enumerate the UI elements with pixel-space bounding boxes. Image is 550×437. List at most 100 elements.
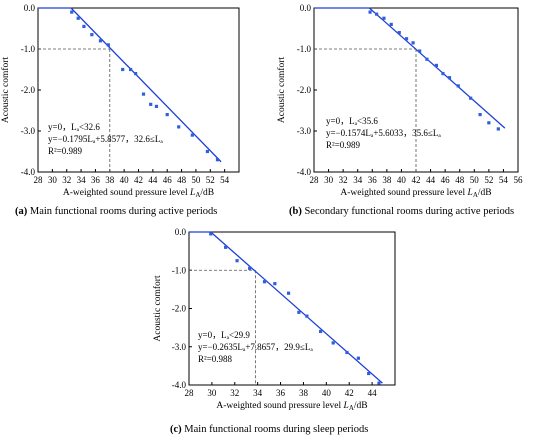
x-tick-label: 28 bbox=[185, 388, 195, 398]
fit-line bbox=[210, 231, 383, 384]
data-point bbox=[469, 96, 473, 100]
fit-line bbox=[368, 7, 506, 129]
equation-line: y=−0.1795Lₐ+5.8577，32.6≤Lₐ bbox=[48, 134, 163, 144]
data-point bbox=[375, 12, 379, 16]
y-tick-label: -2.0 bbox=[172, 304, 187, 314]
data-point bbox=[215, 158, 220, 162]
x-tick-label: 50 bbox=[191, 175, 201, 185]
data-point bbox=[319, 329, 323, 334]
data-point bbox=[205, 149, 210, 154]
y-axis-label: Acoustic comfort bbox=[152, 275, 163, 342]
x-axis-label: A-weighted sound pressure level LA/dB bbox=[216, 401, 367, 412]
data-point bbox=[149, 102, 153, 106]
data-point bbox=[106, 43, 110, 47]
x-tick-label: 44 bbox=[148, 175, 158, 185]
x-tick-label: 40 bbox=[322, 388, 332, 398]
chart-c: 28 30 32 34 36 38 40 42 44 0.0 -1.0 -2.0 -3.0 -4.0 Aco… bbox=[152, 227, 396, 435]
x-tick-label: 32 bbox=[230, 388, 239, 398]
data-point bbox=[273, 282, 277, 286]
equation-line: y=−0.2635Lₐ+7.8657，29.9≤Lₐ bbox=[198, 342, 313, 352]
equation-line: y=0，Lₐ<32.6 bbox=[48, 122, 100, 132]
x-tick-label: 32 bbox=[339, 175, 348, 185]
y-axis-label: Acoustic comfort bbox=[0, 57, 11, 124]
x-tick-label: 40 bbox=[120, 175, 130, 185]
data-point bbox=[447, 76, 452, 80]
x-tick-label: 30 bbox=[324, 175, 334, 185]
data-point bbox=[248, 266, 252, 270]
y-tick-label: -4.0 bbox=[297, 167, 312, 177]
figure-caption: (c) Main functional rooms during sleep p… bbox=[170, 424, 368, 435]
data-point bbox=[425, 57, 429, 61]
x-tick-label: 36 bbox=[276, 388, 286, 398]
figure-caption: (a) Main functional rooms during active … bbox=[15, 206, 217, 217]
x-tick-label: 44 bbox=[426, 175, 436, 185]
y-tick-label: -4.0 bbox=[172, 380, 187, 390]
data-point bbox=[90, 33, 94, 37]
y-tick-label: -3.0 bbox=[172, 342, 187, 352]
y-tick-label: -1.0 bbox=[172, 265, 187, 275]
data-point bbox=[121, 67, 125, 72]
x-tick-label: 48 bbox=[455, 175, 465, 185]
data-point bbox=[134, 72, 138, 76]
data-point bbox=[129, 67, 133, 72]
x-tick-label: 50 bbox=[470, 175, 480, 185]
data-point bbox=[382, 16, 386, 20]
x-tick-label: 28 bbox=[34, 175, 44, 185]
x-tick-label: 30 bbox=[207, 388, 217, 398]
x-tick-label: 34 bbox=[353, 175, 363, 185]
equation-line: y=−0.1574Lₐ+5.6033，35.6≤Lₐ bbox=[326, 128, 441, 138]
data-point bbox=[418, 49, 422, 53]
data-point bbox=[331, 341, 335, 345]
y-tick-label: -3.0 bbox=[21, 126, 36, 136]
data-point bbox=[154, 104, 159, 108]
y-tick-label: 0.0 bbox=[175, 227, 187, 237]
x-tick-label: 46 bbox=[163, 175, 173, 185]
x-tick-label: 42 bbox=[134, 175, 143, 185]
data-point bbox=[177, 125, 181, 129]
x-tick-label: 52 bbox=[206, 175, 215, 185]
x-tick-label: 46 bbox=[441, 175, 451, 185]
y-tick-label: -3.0 bbox=[297, 126, 312, 136]
chart-a: 28 30 32 34 36 38 40 42 44 46 48 50 52 54 0.0 -1.0 -2.0 -… bbox=[0, 3, 240, 217]
x-tick-label: 40 bbox=[397, 175, 407, 185]
data-point bbox=[165, 113, 169, 117]
data-point bbox=[190, 133, 194, 137]
y-tick-label: -2.0 bbox=[297, 85, 312, 95]
y-tick-label: 0.0 bbox=[300, 3, 312, 13]
y-tick-label: -1.0 bbox=[297, 44, 312, 54]
y-tick-label: -4.0 bbox=[21, 167, 36, 177]
data-point bbox=[404, 37, 409, 41]
figure-caption: (b) Secondary functional rooms during ac… bbox=[289, 206, 514, 217]
equation-line: y=0，Lₐ<35.6 bbox=[326, 116, 378, 126]
data-point bbox=[356, 356, 360, 360]
chart-b: 28 30 32 34 36 38 40 42 44 46 48 50 52 54 56 0.0 -1.0 -2.… bbox=[276, 3, 523, 217]
x-tick-label: 38 bbox=[299, 388, 309, 398]
equation-line: R²=0.989 bbox=[326, 140, 361, 150]
data-point bbox=[297, 310, 301, 314]
data-point bbox=[98, 39, 103, 43]
data-point bbox=[368, 10, 372, 14]
x-tick-label: 34 bbox=[253, 388, 263, 398]
data-point bbox=[262, 280, 267, 284]
y-tick-label: -2.0 bbox=[21, 85, 36, 95]
equation-line: y=0，Lₐ<29.9 bbox=[198, 330, 250, 340]
data-point bbox=[224, 245, 228, 249]
data-point bbox=[478, 113, 482, 117]
data-point bbox=[82, 24, 86, 29]
y-tick-label: -1.0 bbox=[21, 44, 36, 54]
x-tick-label: 36 bbox=[91, 175, 101, 185]
data-point bbox=[496, 127, 500, 131]
data-point bbox=[411, 41, 415, 45]
fit-line bbox=[70, 7, 222, 163]
data-point bbox=[141, 92, 146, 96]
x-tick-label: 38 bbox=[105, 175, 115, 185]
equation-line: R²=0.988 bbox=[198, 354, 233, 364]
x-tick-label: 28 bbox=[310, 175, 320, 185]
data-point bbox=[397, 31, 401, 35]
x-axis-label: A-weighted sound pressure level LA/dB bbox=[63, 188, 214, 199]
data-point bbox=[305, 314, 309, 318]
x-tick-label: 32 bbox=[62, 175, 71, 185]
x-tick-label: 36 bbox=[368, 175, 378, 185]
data-point bbox=[235, 259, 239, 263]
x-tick-label: 34 bbox=[77, 175, 87, 185]
